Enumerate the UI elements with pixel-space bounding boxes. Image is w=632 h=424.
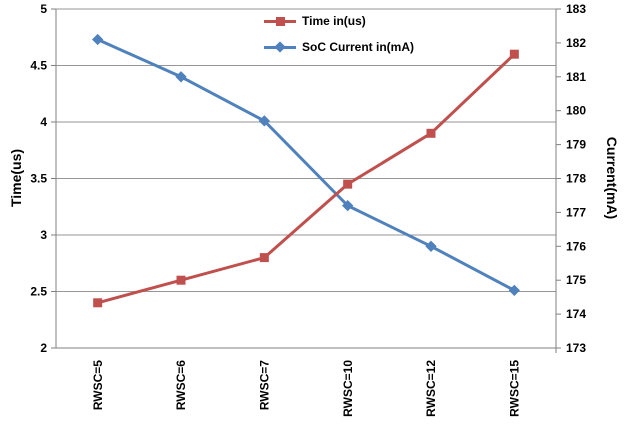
left-axis-title: Time(us) — [8, 149, 24, 207]
diamond-marker-icon — [508, 284, 520, 297]
diamond-marker-icon — [342, 199, 354, 212]
right-axis-title: Current(mA) — [604, 137, 620, 219]
right-axis-tick-label: 178 — [566, 172, 586, 186]
square-marker-icon — [509, 49, 519, 59]
square-marker-icon — [343, 179, 353, 189]
square-marker-icon — [259, 253, 269, 263]
current-series-swatch — [264, 41, 296, 53]
square-marker-icon — [426, 128, 436, 138]
right-axis-tick-label: 183 — [566, 2, 586, 16]
right-axis-tick-label: 180 — [566, 104, 586, 118]
legend-item-time: Time in(us) — [264, 8, 414, 34]
x-axis-tick-label: RWSC=10 — [341, 360, 355, 417]
diamond-marker-icon — [175, 71, 187, 83]
left-axis-tick-label: 4 — [40, 115, 47, 129]
left-axis: 2 2.5 3 3.5 4 4.5 5 — [30, 2, 56, 355]
left-axis-tick-label: 3.5 — [30, 172, 47, 186]
diamond-marker-icon — [425, 240, 437, 252]
legend-item-current: SoC Current in(mA) — [264, 34, 414, 60]
x-axis-tick-label: RWSC=7 — [258, 360, 272, 410]
diamond-marker-icon — [274, 41, 286, 53]
left-axis-tick-label: 4.5 — [30, 59, 47, 73]
series-soc-current — [92, 33, 520, 297]
x-axis-tick-label: RWSC=12 — [424, 360, 438, 417]
diamond-marker-icon — [92, 33, 104, 46]
right-axis-tick-label: 173 — [566, 341, 586, 355]
left-axis-tick-label: 2 — [40, 341, 47, 355]
series-time — [93, 49, 519, 308]
square-marker-icon — [176, 275, 186, 285]
x-axis-tick-label: RWSC=5 — [91, 360, 105, 410]
right-axis-tick-label: 175 — [566, 273, 586, 287]
x-axis-tick-label: RWSC=6 — [174, 360, 188, 410]
legend-label-time: Time in(us) — [302, 14, 366, 28]
x-axis-labels: RWSC=5 RWSC=6 RWSC=7 RWSC=10 RWSC=12 RWSC=15 — [91, 360, 522, 417]
right-axis-tick-label: 181 — [566, 70, 586, 84]
square-marker-icon — [93, 298, 103, 308]
legend-label-current: SoC Current in(mA) — [302, 40, 414, 54]
right-axis-tick-label: 182 — [566, 36, 586, 50]
left-axis-tick-label: 2.5 — [30, 285, 47, 299]
left-axis-tick-label: 5 — [40, 2, 47, 16]
axis-lines — [55, 9, 557, 353]
right-axis: 173 174 175 176 177 178 179 180 181 182 183 — [556, 2, 586, 355]
right-axis-tick-label: 179 — [566, 138, 586, 152]
legend: Time in(us) SoC Current in(mA) — [264, 8, 414, 60]
right-axis-tick-label: 174 — [566, 307, 586, 321]
time-series-swatch — [264, 15, 296, 27]
square-marker-icon — [275, 16, 285, 26]
right-axis-tick-label: 177 — [566, 205, 586, 219]
x-axis-tick-label: RWSC=15 — [508, 360, 522, 417]
right-axis-tick-label: 176 — [566, 239, 586, 253]
left-axis-tick-label: 3 — [40, 228, 47, 242]
